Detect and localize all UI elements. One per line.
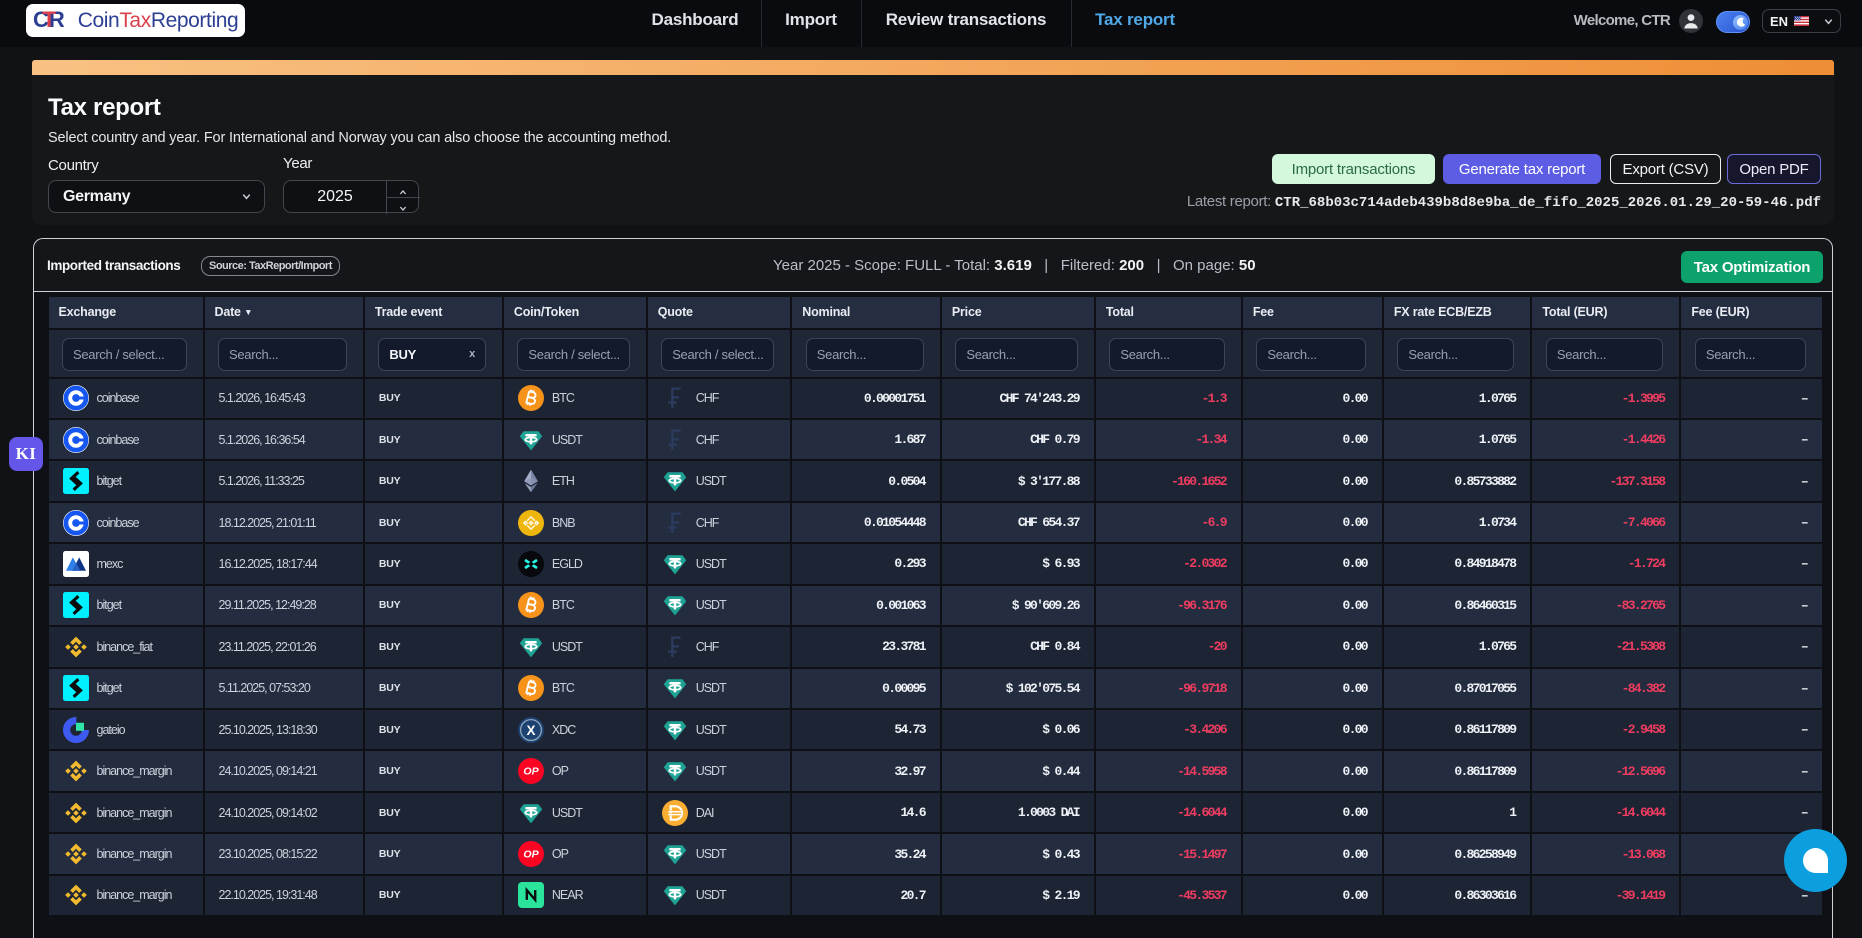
svg-text:OP: OP [523, 849, 539, 861]
svg-text:OP: OP [523, 766, 539, 778]
svg-text:X: X [526, 723, 535, 738]
